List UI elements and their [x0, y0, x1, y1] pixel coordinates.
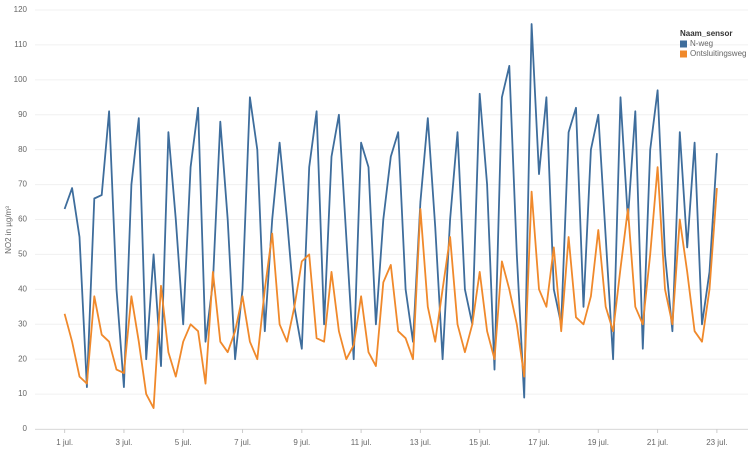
x-tick-label: 17 jul. [528, 438, 549, 447]
y-axis-label: NO2 in µg/m³ [4, 206, 13, 254]
legend-swatch [680, 40, 687, 48]
x-tick-label: 5 jul. [175, 438, 192, 447]
line-series [63, 23, 718, 399]
y-tick-label: 0 [23, 424, 28, 433]
y-tick-label: 110 [14, 40, 27, 49]
x-tick-label: 7 jul. [234, 438, 251, 447]
y-tick-label: 40 [18, 284, 27, 293]
line-series [63, 166, 718, 409]
y-tick-label: 60 [18, 215, 27, 224]
y-tick-label: 10 [18, 389, 27, 398]
y-tick-label: 20 [18, 354, 27, 363]
y-tick-label: 120 [14, 5, 28, 14]
y-tick-label: 70 [18, 180, 27, 189]
legend-label: Ontsluitingsweg [690, 49, 746, 58]
y-tick-label: 100 [14, 75, 28, 84]
x-tick-label: 9 jul. [293, 438, 310, 447]
x-tick-label: 3 jul. [115, 438, 132, 447]
legend-label: N-weg [690, 39, 713, 48]
x-tick-label: 13 jul. [410, 438, 431, 447]
y-tick-label: 30 [18, 319, 27, 328]
legend-title: Naam_sensor [680, 29, 732, 38]
y-tick-label: 50 [18, 250, 27, 259]
x-tick-label: 23 jul. [706, 438, 727, 447]
x-tick-label: 19 jul. [588, 438, 609, 447]
x-tick-label: 15 jul. [469, 438, 490, 447]
y-tick-label: 80 [18, 145, 27, 154]
x-tick-label: 11 jul. [351, 438, 372, 447]
legend-swatch [680, 50, 687, 58]
x-tick-label: 1 jul. [56, 438, 73, 447]
x-tick-label: 21 jul. [647, 438, 668, 447]
y-tick-label: 90 [18, 110, 27, 119]
